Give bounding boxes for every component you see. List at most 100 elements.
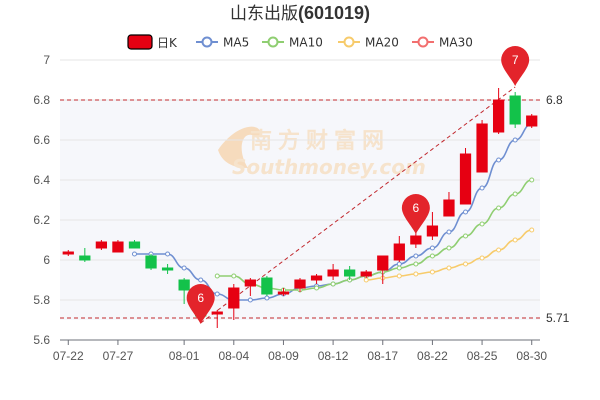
ma10-point (231, 273, 237, 279)
candle-down (178, 279, 190, 291)
ma10-point (479, 221, 485, 227)
ma10-point (314, 285, 320, 291)
y-tick-label: 6.4 (33, 173, 50, 187)
candle-down (79, 255, 91, 261)
candle-up (95, 241, 108, 249)
legend: 日K MA5 MA10 MA20 MA30 (127, 34, 473, 50)
x-tick-label: 08-01 (169, 349, 200, 363)
ma20-point (479, 255, 485, 261)
candle-down (161, 267, 174, 271)
candle-up (112, 241, 124, 253)
candles (62, 88, 538, 328)
candle-up (426, 225, 439, 237)
x-tick-label: 08-12 (318, 349, 349, 363)
legend-label-3: MA20 (365, 36, 399, 50)
ma10-point (463, 233, 469, 239)
candle-up (476, 123, 488, 173)
watermark-en: Southmoney.com (232, 155, 426, 179)
ma10-point (429, 253, 435, 259)
candle-up (360, 271, 372, 277)
y-tick-label: 5.6 (33, 333, 50, 347)
ma20-point (429, 269, 435, 275)
y-tick-label: 6 (43, 253, 50, 267)
legend-dot-icon (201, 36, 213, 48)
candle-up (62, 251, 74, 255)
ma5-point (247, 297, 253, 303)
candle-up (211, 311, 223, 315)
ma5-point (479, 185, 485, 191)
ma5-point (463, 209, 469, 215)
candle-down (344, 269, 356, 277)
title-code: (601019) (298, 3, 370, 23)
candle-up (492, 99, 505, 133)
ma10-point (446, 245, 452, 251)
legend-candle-icon (127, 34, 153, 50)
ma5-point (264, 295, 270, 301)
ma10-point (413, 261, 419, 267)
ref-label-high: 6.8 (546, 93, 563, 107)
title-name: 山东出版 (230, 4, 298, 24)
ma5-point (181, 265, 187, 271)
y-tick-label: 6.8 (33, 93, 50, 107)
candle-up (228, 287, 240, 309)
ma20-point (512, 237, 518, 243)
ma20-point (463, 261, 469, 267)
candle-up (277, 291, 290, 295)
ma5-point (131, 251, 137, 257)
watermark: 南方财富网 Southmoney.com (218, 126, 426, 179)
y-tick-label: 5.8 (33, 293, 50, 307)
marker-pin (186, 284, 215, 324)
candle-up (310, 275, 323, 281)
x-tick-label: 07-22 (53, 349, 84, 363)
legend-label-4: MA30 (439, 36, 473, 50)
marker-pin-label: 6 (197, 291, 204, 305)
ma20-point (446, 265, 452, 271)
ma5-point (396, 261, 402, 267)
candle-up (526, 115, 538, 127)
ma5-point (429, 245, 435, 251)
y-tick-label: 7 (43, 53, 50, 67)
legend-label-0: 日K (157, 36, 178, 50)
x-tick-label: 08-09 (268, 349, 299, 363)
legend-dot-icon (267, 36, 279, 48)
ma20-point (529, 227, 535, 233)
ma5-point (165, 251, 171, 257)
marker-pin (401, 194, 430, 234)
candle-up (410, 235, 422, 245)
candle-up (459, 153, 472, 205)
ma20-point (363, 277, 369, 283)
x-tick-label: 08-25 (467, 349, 498, 363)
ma5-point (446, 229, 452, 235)
marker-pins: 6 6 7 (186, 46, 530, 324)
ma20-point (496, 247, 502, 253)
ma10-point (330, 281, 336, 287)
chart-title: 山东出版(601019) (230, 3, 370, 24)
candle-up (393, 243, 405, 261)
ma10-point (214, 273, 220, 279)
candle-up (244, 279, 256, 287)
candle-down (128, 241, 141, 249)
candle-down (509, 95, 521, 125)
x-tick-label: 07-27 (103, 349, 134, 363)
marker-pin-label: 6 (413, 201, 420, 215)
candle-down (261, 277, 273, 295)
ma5-point (413, 253, 419, 259)
watermark-swoosh (218, 126, 261, 168)
ma20-point (396, 273, 402, 279)
ma5-point (198, 277, 204, 283)
ma5-point (496, 157, 502, 163)
candle-up (327, 269, 339, 277)
ma10-point (512, 191, 518, 197)
y-tick-label: 6.6 (33, 133, 50, 147)
candle-up (377, 255, 389, 271)
y-axis: 5.6 5.8 6 6.2 6.4 6.6 6.8 7 (33, 53, 50, 347)
marker-pin (501, 46, 530, 86)
ref-label-low: 5.71 (546, 311, 570, 325)
candle-up (294, 279, 306, 289)
ma10-point (529, 177, 535, 183)
x-tick-label: 08-22 (417, 349, 448, 363)
y-tick-label: 6.2 (33, 213, 50, 227)
ma5-point (214, 291, 220, 297)
ma20-point (413, 271, 419, 277)
